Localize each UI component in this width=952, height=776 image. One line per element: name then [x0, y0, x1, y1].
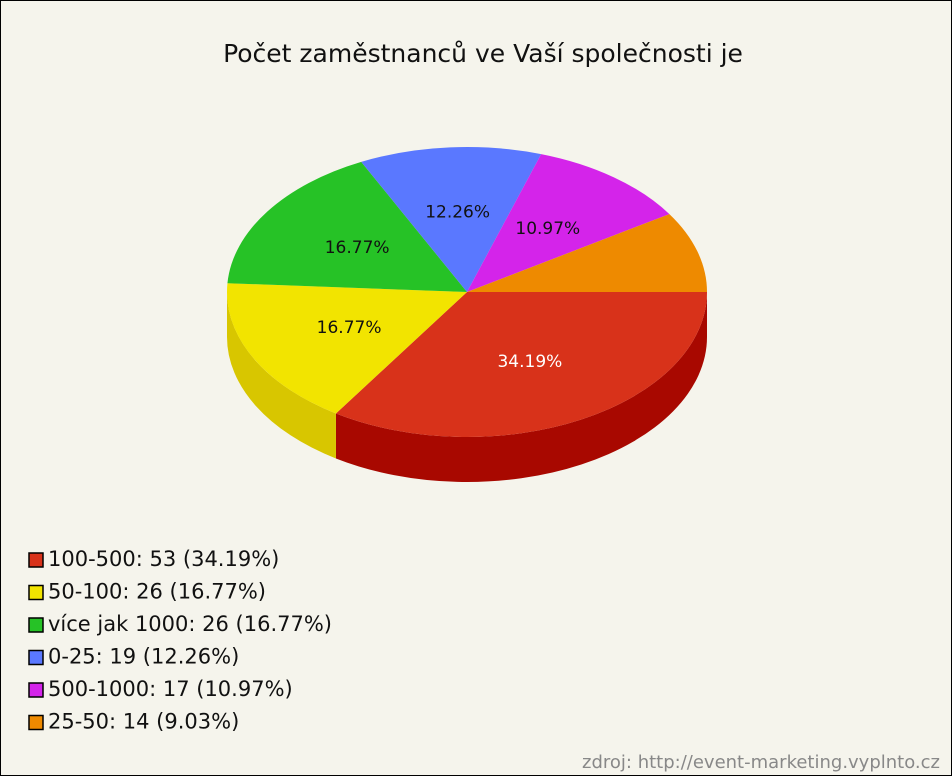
legend-swatch [28, 552, 44, 568]
slice-label: 16.77% [317, 318, 382, 338]
legend-label: 50-100: 26 (16.77%) [48, 580, 266, 604]
legend-swatch [28, 584, 44, 601]
legend-label: 25-50: 14 (9.03%) [48, 710, 239, 734]
slice [227, 161, 467, 292]
legend-swatch [28, 714, 44, 731]
slice-side [227, 292, 336, 459]
slice [467, 154, 670, 292]
legend-label: více jak 1000: 26 (16.77%) [48, 612, 332, 636]
slice-label: 12.26% [425, 202, 490, 222]
legend-swatch [28, 649, 44, 666]
slice [335, 292, 707, 437]
legend-swatch [28, 682, 44, 698]
legend-swatch [28, 617, 44, 633]
chart-title: Počet zaměstnanců ve Vaší společnosti je [223, 39, 743, 68]
legend-label: 0-25: 19 (12.26%) [48, 645, 239, 669]
slice [361, 146, 542, 292]
source: zdroj: http://event-marketing.vyplnto.cz [582, 752, 940, 773]
legend-label: 100-500: 53 (34.19%) [48, 547, 279, 571]
slice [227, 283, 467, 414]
slice-label: 16.77% [325, 238, 390, 258]
slice-label: 34.19% [497, 352, 562, 372]
slice-side [335, 292, 707, 482]
legend-label: 500-1000: 17 (10.97%) [48, 677, 293, 701]
slice-label: 10.97% [515, 219, 580, 239]
slice [467, 214, 707, 292]
